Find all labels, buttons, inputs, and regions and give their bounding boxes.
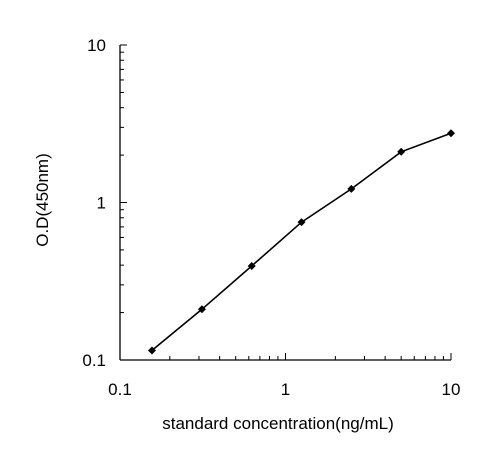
x-axis-title: standard concentration(ng/mL) <box>162 414 394 433</box>
y-tick-label: 0.1 <box>82 351 106 370</box>
data-point <box>397 147 406 156</box>
data-point <box>147 346 156 355</box>
tick-labels: 0.1 1 10 0.1 1 10 <box>82 36 460 399</box>
data-point <box>347 184 356 193</box>
data-point <box>197 305 206 314</box>
y-axis-title: O.D(450nm) <box>33 153 52 247</box>
x-tick-label: 1 <box>281 380 290 399</box>
data-point <box>297 218 306 227</box>
x-tick-label: 10 <box>442 380 461 399</box>
ticks <box>119 44 452 361</box>
data-point <box>247 262 256 271</box>
x-tick-label: 0.1 <box>108 380 132 399</box>
series-line <box>151 132 452 352</box>
data-point <box>447 129 455 138</box>
y-tick-label: 1 <box>97 194 106 213</box>
y-tick-label: 10 <box>87 36 106 55</box>
axes <box>119 45 451 361</box>
series-layer <box>147 129 455 355</box>
